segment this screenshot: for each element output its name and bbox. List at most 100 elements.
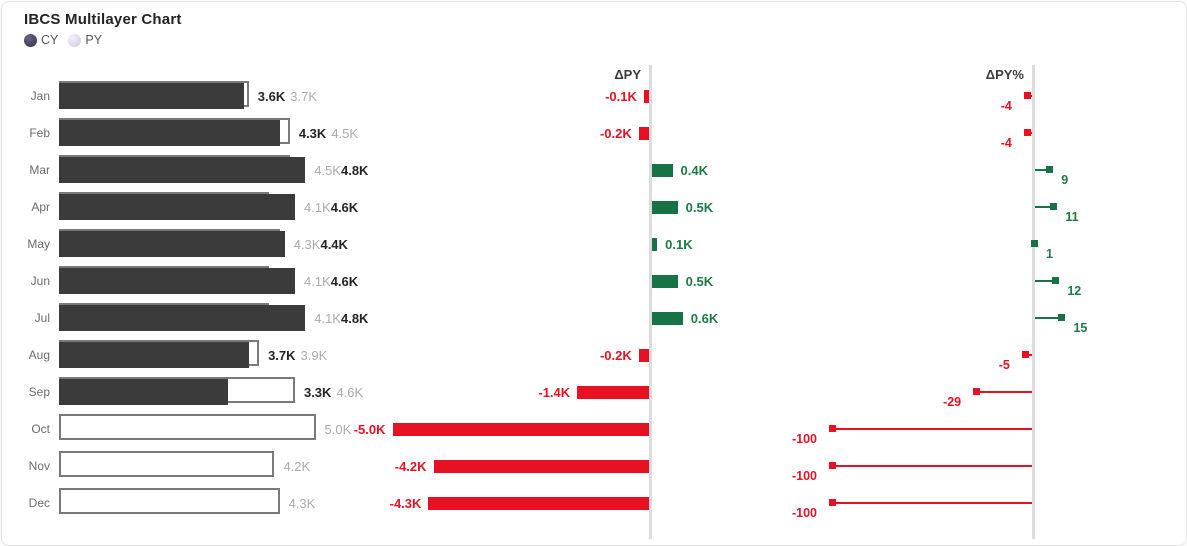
- dpy-pct-pin-marker[interactable]: [1023, 129, 1031, 136]
- month-axis-label: Nov: [28, 459, 50, 473]
- dpy-value-label: 0.6K: [690, 311, 719, 326]
- legend: CY PY: [24, 33, 102, 47]
- dpy-pct-pin-line: [1035, 168, 1047, 171]
- dpy-pct-pin-marker[interactable]: [973, 388, 981, 395]
- dpy-bar[interactable]: [652, 312, 683, 325]
- dpy-pct-pin-line: [1035, 205, 1051, 208]
- py-value-label: 4.3K: [293, 237, 321, 252]
- bar-value-labels: 3.6K 3.7K: [258, 87, 317, 106]
- dpy-column-header: ΔPY: [614, 67, 641, 82]
- py-value-label: 4.5K: [331, 126, 359, 141]
- dpy-bar[interactable]: [652, 275, 678, 288]
- py-value-label: 4.6K: [336, 385, 364, 400]
- dpy-value-label: -0.2K: [599, 348, 632, 363]
- dpy-pct-pin-marker[interactable]: [1050, 203, 1058, 210]
- dpy-pct-pin-marker[interactable]: [1021, 351, 1029, 358]
- month-axis-label: Mar: [29, 163, 50, 177]
- py-value-label: 4.1K: [303, 274, 331, 289]
- dpy-pct-value-label: -29: [943, 395, 962, 409]
- dpy-pct-pin-marker[interactable]: [1031, 240, 1038, 247]
- cy-value-label: 4.8K: [340, 163, 369, 178]
- cy-bar[interactable]: [59, 157, 306, 183]
- month-axis-label: Feb: [29, 126, 50, 140]
- py-value-label: 5.0K: [324, 422, 352, 437]
- dpy-pct-pin-line: [836, 427, 1032, 430]
- py-value-label: 4.3K: [288, 496, 316, 511]
- dpy-pct-pin-marker[interactable]: [829, 499, 836, 506]
- cy-value-label: 4.6K: [330, 200, 359, 215]
- bar-value-labels: 4.1K4.8K: [314, 309, 368, 328]
- dpy-pct-pin-marker[interactable]: [829, 425, 836, 432]
- dpy-pct-value-label: -100: [791, 469, 817, 483]
- dpy-pct-pin-line: [1035, 279, 1053, 282]
- cy-value-label: 4.6K: [330, 274, 359, 289]
- dpy-pct-pin-marker[interactable]: [1058, 314, 1066, 321]
- bar-value-labels: 3.3K 4.6K: [304, 383, 363, 402]
- py-value-label: 4.1K: [314, 311, 341, 326]
- dpy-value-label: 0.1K: [665, 237, 693, 252]
- py-value-label: 3.9K: [300, 348, 328, 363]
- month-axis-label: Aug: [28, 348, 50, 362]
- dpy-value-label: 0.4K: [680, 163, 708, 178]
- cy-value-label: 3.3K: [303, 385, 332, 400]
- cy-bar[interactable]: [59, 379, 229, 405]
- dpy-axis-line: [649, 65, 652, 539]
- dpy-value-label: -5.0K: [353, 422, 386, 437]
- dpy-pct-pin-marker[interactable]: [829, 462, 836, 469]
- chart-title: IBCS Multilayer Chart: [24, 11, 182, 28]
- bar-value-labels: 4.3K 4.5K: [299, 124, 358, 143]
- dpy-pct-value-label: 1: [1046, 247, 1053, 261]
- dpy-value-label: -0.1K: [605, 89, 637, 104]
- dpy-value-label: 0.5K: [685, 200, 714, 215]
- dpy-pct-column-header: ΔPY%: [985, 67, 1024, 82]
- dpy-bar[interactable]: [638, 349, 649, 362]
- dpy-pct-value-label: -100: [791, 506, 817, 520]
- month-axis-label: Sep: [28, 385, 50, 399]
- dpy-bar[interactable]: [652, 164, 673, 177]
- py-bar[interactable]: [59, 414, 316, 440]
- dpy-bar[interactable]: [433, 460, 649, 473]
- py-bar[interactable]: [59, 488, 280, 514]
- cy-bar[interactable]: [59, 231, 285, 257]
- dpy-pct-pin-marker[interactable]: [1023, 92, 1031, 99]
- cy-bar[interactable]: [59, 305, 306, 331]
- bar-value-labels: 4.1K4.6K: [304, 272, 358, 291]
- dpy-pct-axis-line: [1032, 65, 1035, 539]
- month-axis-label: Jul: [34, 311, 50, 325]
- dpy-bar[interactable]: [643, 90, 649, 103]
- dpy-value-label: 0.5K: [685, 274, 714, 289]
- dpy-bar[interactable]: [577, 386, 649, 399]
- bar-value-labels: 4.3K: [289, 494, 316, 513]
- cy-bar[interactable]: [59, 120, 280, 146]
- legend-label-cy: CY: [41, 33, 59, 47]
- cy-bar[interactable]: [59, 83, 244, 109]
- dpy-value-label: -4.3K: [389, 496, 422, 511]
- cy-value-label: 4.8K: [340, 311, 369, 326]
- py-value-label: 4.2K: [283, 459, 311, 474]
- dpy-pct-pin-line: [1035, 316, 1059, 319]
- cy-bar[interactable]: [59, 342, 249, 368]
- month-axis-label: Oct: [31, 422, 50, 436]
- dpy-bar[interactable]: [428, 497, 649, 510]
- py-bar[interactable]: [59, 451, 275, 477]
- dpy-pct-pin-marker[interactable]: [1052, 277, 1060, 284]
- legend-item-cy[interactable]: CY: [24, 33, 58, 47]
- legend-item-py[interactable]: PY: [68, 33, 102, 47]
- dpy-bar[interactable]: [638, 127, 649, 140]
- legend-label-py: PY: [85, 33, 103, 47]
- dpy-bar[interactable]: [392, 423, 649, 436]
- cy-legend-dot-icon: [24, 33, 37, 47]
- dpy-pct-value-label: 12: [1067, 284, 1082, 298]
- dpy-pct-value-label: 15: [1073, 321, 1088, 335]
- dpy-pct-pin-marker[interactable]: [1046, 166, 1054, 173]
- cy-value-label: 3.6K: [257, 89, 286, 104]
- dpy-bar[interactable]: [652, 201, 678, 214]
- dpy-value-label: -4.2K: [394, 459, 427, 474]
- cy-bar[interactable]: [59, 268, 295, 294]
- bar-value-labels: 4.5K4.8K: [314, 161, 368, 180]
- cy-bar[interactable]: [59, 194, 295, 220]
- dpy-bar[interactable]: [652, 238, 658, 251]
- dpy-value-label: -0.2K: [599, 126, 632, 141]
- month-axis-label: Apr: [31, 200, 50, 214]
